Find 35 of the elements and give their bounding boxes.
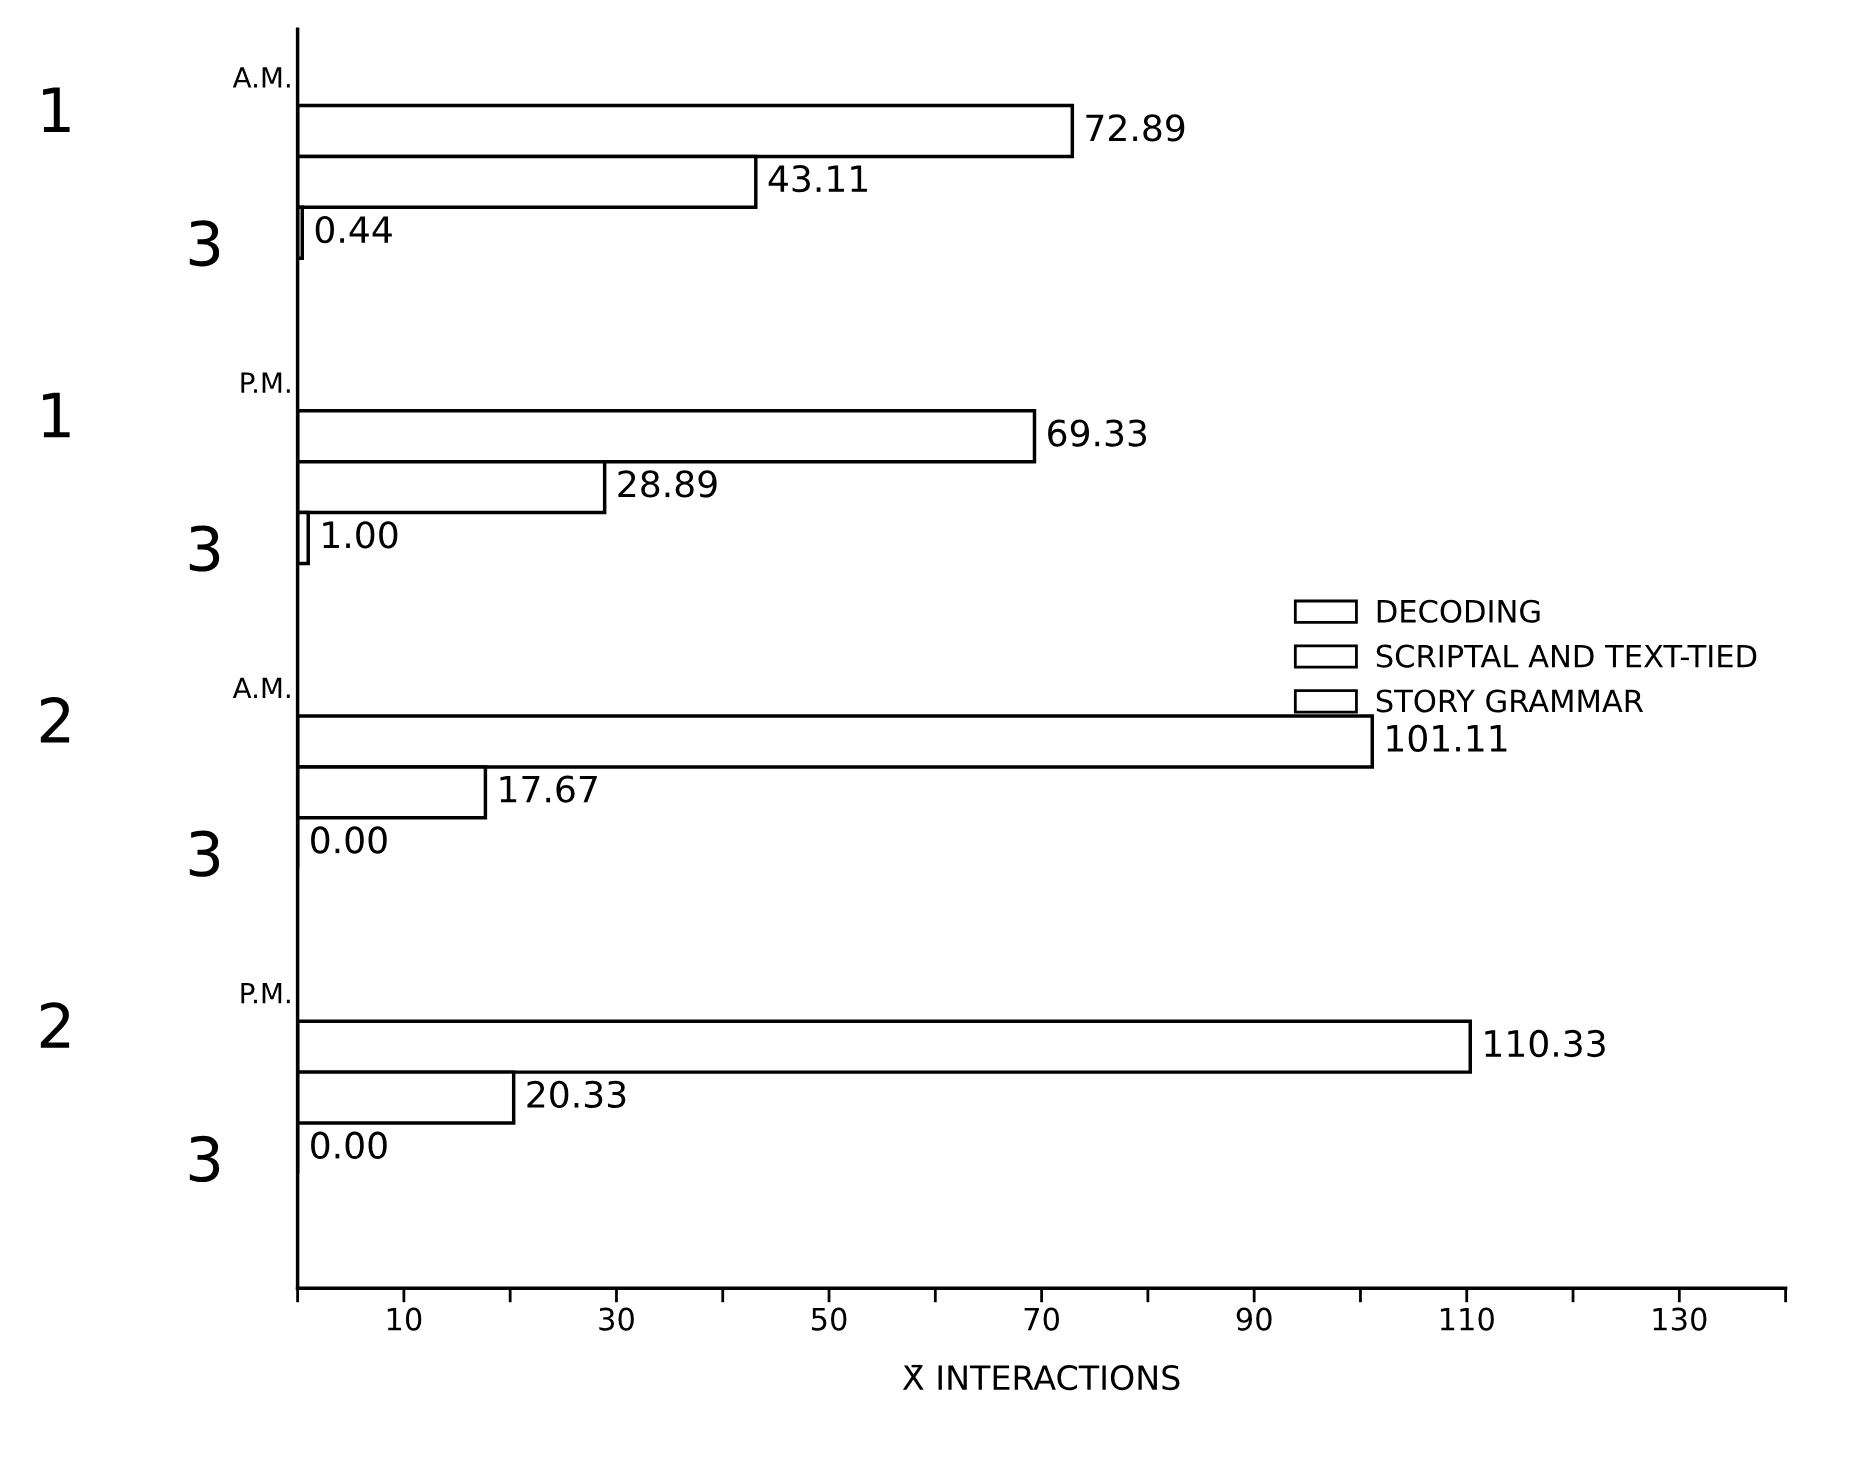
x-tick-label: 30 <box>599 1307 634 1331</box>
legend-label: SCRIPTAL AND TEXT-TIED <box>1376 644 1757 668</box>
text: 0.00 <box>311 826 387 854</box>
text: 1.00 <box>323 521 398 549</box>
x-tick-label: 90 <box>1236 1307 1272 1331</box>
text: 43.11 <box>768 165 867 193</box>
y-tick-label: A.M. <box>232 67 290 88</box>
text: 0.44 <box>315 215 392 244</box>
text: 0.00 <box>311 1131 387 1159</box>
text: 3 <box>189 1135 220 1183</box>
text: 1 <box>43 392 70 438</box>
x-tick-label: 50 <box>811 1307 847 1331</box>
y-tick-label: A.M. <box>232 677 290 698</box>
text: 28.89 <box>618 470 717 498</box>
text: 2 <box>40 1002 70 1048</box>
text: 3 <box>189 525 220 572</box>
x-tick-label: 110 <box>1440 1307 1494 1331</box>
text: 69.33 <box>1048 419 1147 447</box>
text: 110.33 <box>1485 1029 1605 1058</box>
text: 1 <box>43 87 70 132</box>
text: 3 <box>189 220 220 267</box>
text: 17.67 <box>500 775 597 803</box>
text: 2 <box>40 697 70 743</box>
y-tick-label: P.M. <box>241 372 290 393</box>
x-tick-label: 130 <box>1653 1307 1707 1331</box>
x-axis-title: X̄ INTERACTIONS <box>902 1364 1180 1391</box>
text: 3 <box>189 830 220 877</box>
x-tick-label: 10 <box>387 1307 422 1331</box>
text: 72.89 <box>1086 114 1185 142</box>
legend-label: DECODING <box>1377 599 1540 623</box>
x-tick-label: 70 <box>1024 1307 1060 1331</box>
text: 101.11 <box>1387 724 1507 752</box>
legend-label: STORY GRAMMAR <box>1376 689 1644 713</box>
y-tick-label: P.M. <box>241 982 290 1004</box>
text: 20.33 <box>527 1080 626 1109</box>
